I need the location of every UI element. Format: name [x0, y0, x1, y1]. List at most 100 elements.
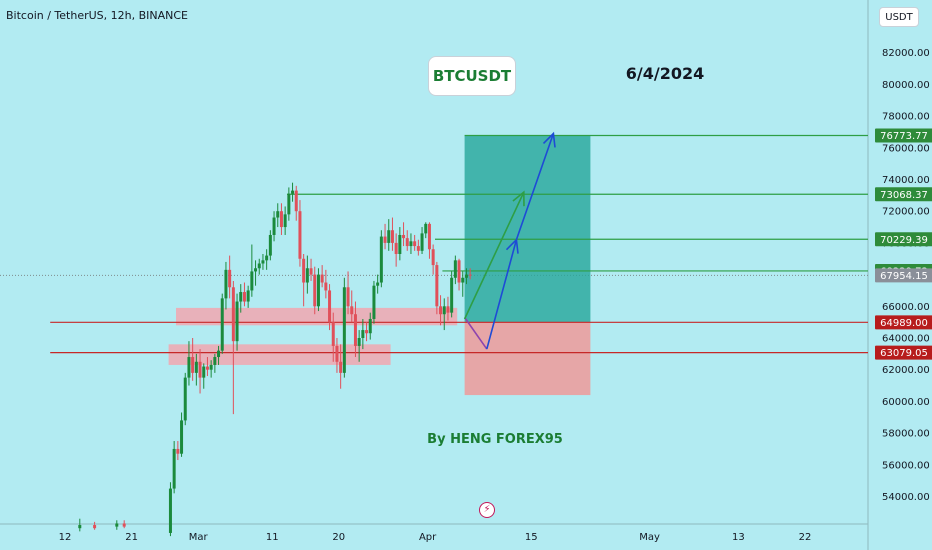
y-tick-62000: 62000.00	[882, 365, 930, 376]
candle-body-36	[302, 258, 306, 283]
candle-body-19	[239, 292, 243, 302]
y-tick-60000: 60000.00	[882, 397, 930, 408]
candle-body-22	[250, 271, 254, 291]
candle-body-2	[176, 448, 180, 454]
candle-body-62	[398, 234, 402, 254]
x-tick-labels: 12 21 Mar 11 20 Apr 15 May 13 22	[59, 532, 812, 543]
candle-body-41	[320, 274, 324, 283]
y-tick-72000: 72000.00	[882, 207, 930, 218]
candle-body-7	[194, 361, 198, 373]
x-tick-May: May	[639, 532, 660, 543]
candle-body-3	[180, 420, 184, 454]
currency-badge[interactable]: USDT	[879, 7, 919, 27]
purple-drop-line	[463, 316, 488, 350]
candle-body-1	[172, 448, 176, 489]
candle-body-17	[231, 287, 235, 342]
candle-body-39	[313, 274, 317, 307]
candle-body-9	[202, 366, 206, 378]
candle-body-pre-3	[122, 523, 126, 527]
candle-body-70	[427, 223, 431, 250]
candle-body-29	[276, 211, 280, 218]
candle-body-61	[394, 242, 398, 254]
price-tag-5-bg	[875, 345, 932, 360]
candle-body-pre-1	[93, 525, 97, 529]
y-tick-54000: 54000.00	[882, 492, 930, 503]
candle-body-0	[168, 488, 172, 533]
x-tick-11: 11	[266, 532, 279, 543]
arrows-layer	[463, 131, 556, 350]
candle-body-69	[424, 223, 428, 234]
candle-body-pre-0	[78, 525, 82, 529]
x-tick-12: 12	[59, 532, 72, 543]
take-profit-zone	[464, 135, 591, 323]
candle-body-54	[368, 318, 372, 334]
stop-loss-zone	[464, 322, 591, 396]
upper-demand-zone	[176, 307, 458, 326]
candle-body-10	[205, 366, 209, 370]
candle-body-8	[198, 361, 202, 378]
candle-body-66	[413, 241, 417, 247]
y-tick-64000: 64000.00	[882, 334, 930, 345]
y-tick-80000: 80000.00	[882, 80, 930, 91]
candle-body-30	[279, 211, 283, 228]
candle-body-34	[294, 190, 298, 212]
green-path-arrowhead-0	[512, 190, 525, 207]
y-tick-56000: 56000.00	[882, 460, 930, 471]
candle-body-42	[324, 282, 328, 291]
candle-body-31	[283, 214, 287, 228]
candle-body-72	[435, 265, 439, 307]
candle-body-18	[235, 301, 239, 342]
position-layer	[464, 135, 591, 396]
y-tick-74000: 74000.00	[882, 175, 930, 186]
author-credit: By HENG FOREX95	[427, 432, 563, 447]
candle-body-60	[390, 230, 394, 243]
price-tag-2-bg	[875, 232, 932, 247]
price-tags: 76773.7773068.3770229.3968229.7264989.00…	[875, 128, 932, 360]
price-tag-1-bg	[875, 187, 932, 202]
candle-body-56	[376, 282, 380, 286]
candle-body-26	[265, 255, 269, 261]
candle-body-76	[450, 277, 454, 313]
levels-layer	[50, 134, 868, 354]
candle-body-63	[402, 234, 406, 239]
candle-body-15	[224, 269, 228, 299]
lower-demand-zone	[168, 344, 391, 365]
candle-body-75	[446, 306, 450, 313]
candle-body-32	[287, 193, 291, 215]
candle-body-45	[335, 345, 339, 362]
candle-body-pre-2	[115, 523, 119, 527]
price-tag-2: 70229.39	[880, 235, 928, 246]
candle-body-14	[220, 298, 224, 351]
ticker-label-box: BTCUSDT	[428, 56, 516, 96]
x-tick-Mar: Mar	[189, 532, 209, 543]
candle-body-65	[409, 241, 413, 247]
candle-body-12	[213, 357, 217, 365]
candle-body-79	[461, 277, 465, 283]
symbol-header: Bitcoin / TetherUS, 12h, BINANCE	[6, 9, 189, 22]
zones-layer	[168, 307, 458, 365]
price-tag-0-bg	[875, 128, 932, 143]
y-tick-78000: 78000.00	[882, 112, 930, 123]
price-tag-0: 76773.77	[880, 131, 928, 142]
last-price-tag-bg	[875, 268, 932, 283]
candle-body-40	[316, 274, 320, 307]
candles-layer	[78, 182, 472, 537]
price-axis-area[interactable]	[0, 0, 869, 550]
candle-body-57	[379, 236, 383, 283]
candle-body-73	[439, 306, 443, 315]
candle-body-47	[342, 287, 346, 373]
candle-body-77	[453, 260, 457, 278]
last-price-tag: 67954.15	[880, 271, 928, 282]
y-tick-82000: 82000.00	[882, 48, 930, 59]
candle-body-23	[254, 268, 258, 272]
candle-body-24	[257, 263, 261, 269]
candle-body-50	[353, 314, 357, 346]
x-tick-15: 15	[525, 532, 538, 543]
candle-body-71	[431, 249, 435, 266]
lightning-icon[interactable]: ⚡	[479, 502, 495, 518]
candle-body-48	[346, 287, 350, 307]
candle-body-11	[209, 364, 213, 370]
candle-body-33	[291, 190, 295, 194]
candle-body-52	[361, 330, 365, 338]
